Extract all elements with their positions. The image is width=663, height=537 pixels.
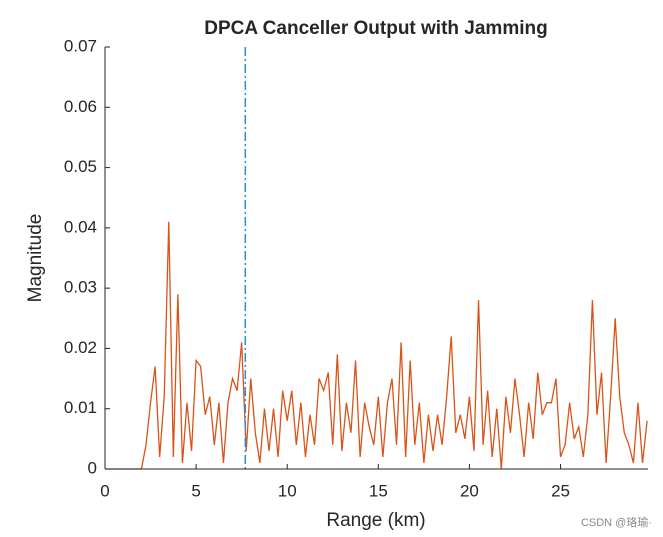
- x-tick-label: 15: [369, 481, 388, 500]
- y-tick-label: 0.05: [64, 157, 97, 176]
- x-tick-label: 10: [278, 481, 297, 500]
- x-tick-label: 5: [191, 481, 200, 500]
- x-tick-label: 0: [100, 481, 109, 500]
- y-tick-label: 0: [88, 458, 97, 477]
- y-tick-label: 0.02: [64, 338, 97, 357]
- y-tick-label: 0.04: [64, 217, 97, 236]
- y-axis-label: Magnitude: [25, 214, 46, 303]
- chart-title: DPCA Canceller Output with Jamming: [204, 18, 547, 39]
- x-tick-label: 25: [551, 481, 570, 500]
- y-tick-label: 0.07: [64, 36, 97, 55]
- data-line: [105, 221, 648, 470]
- watermark: CSDN @珞瑜·: [581, 515, 652, 529]
- y-tick-label: 0.01: [64, 398, 97, 417]
- y-tick-label: 0.03: [64, 278, 97, 297]
- x-axis-label: Range (km): [326, 510, 425, 531]
- x-tick-label: 20: [460, 481, 479, 500]
- y-tick-label: 0.06: [64, 97, 97, 116]
